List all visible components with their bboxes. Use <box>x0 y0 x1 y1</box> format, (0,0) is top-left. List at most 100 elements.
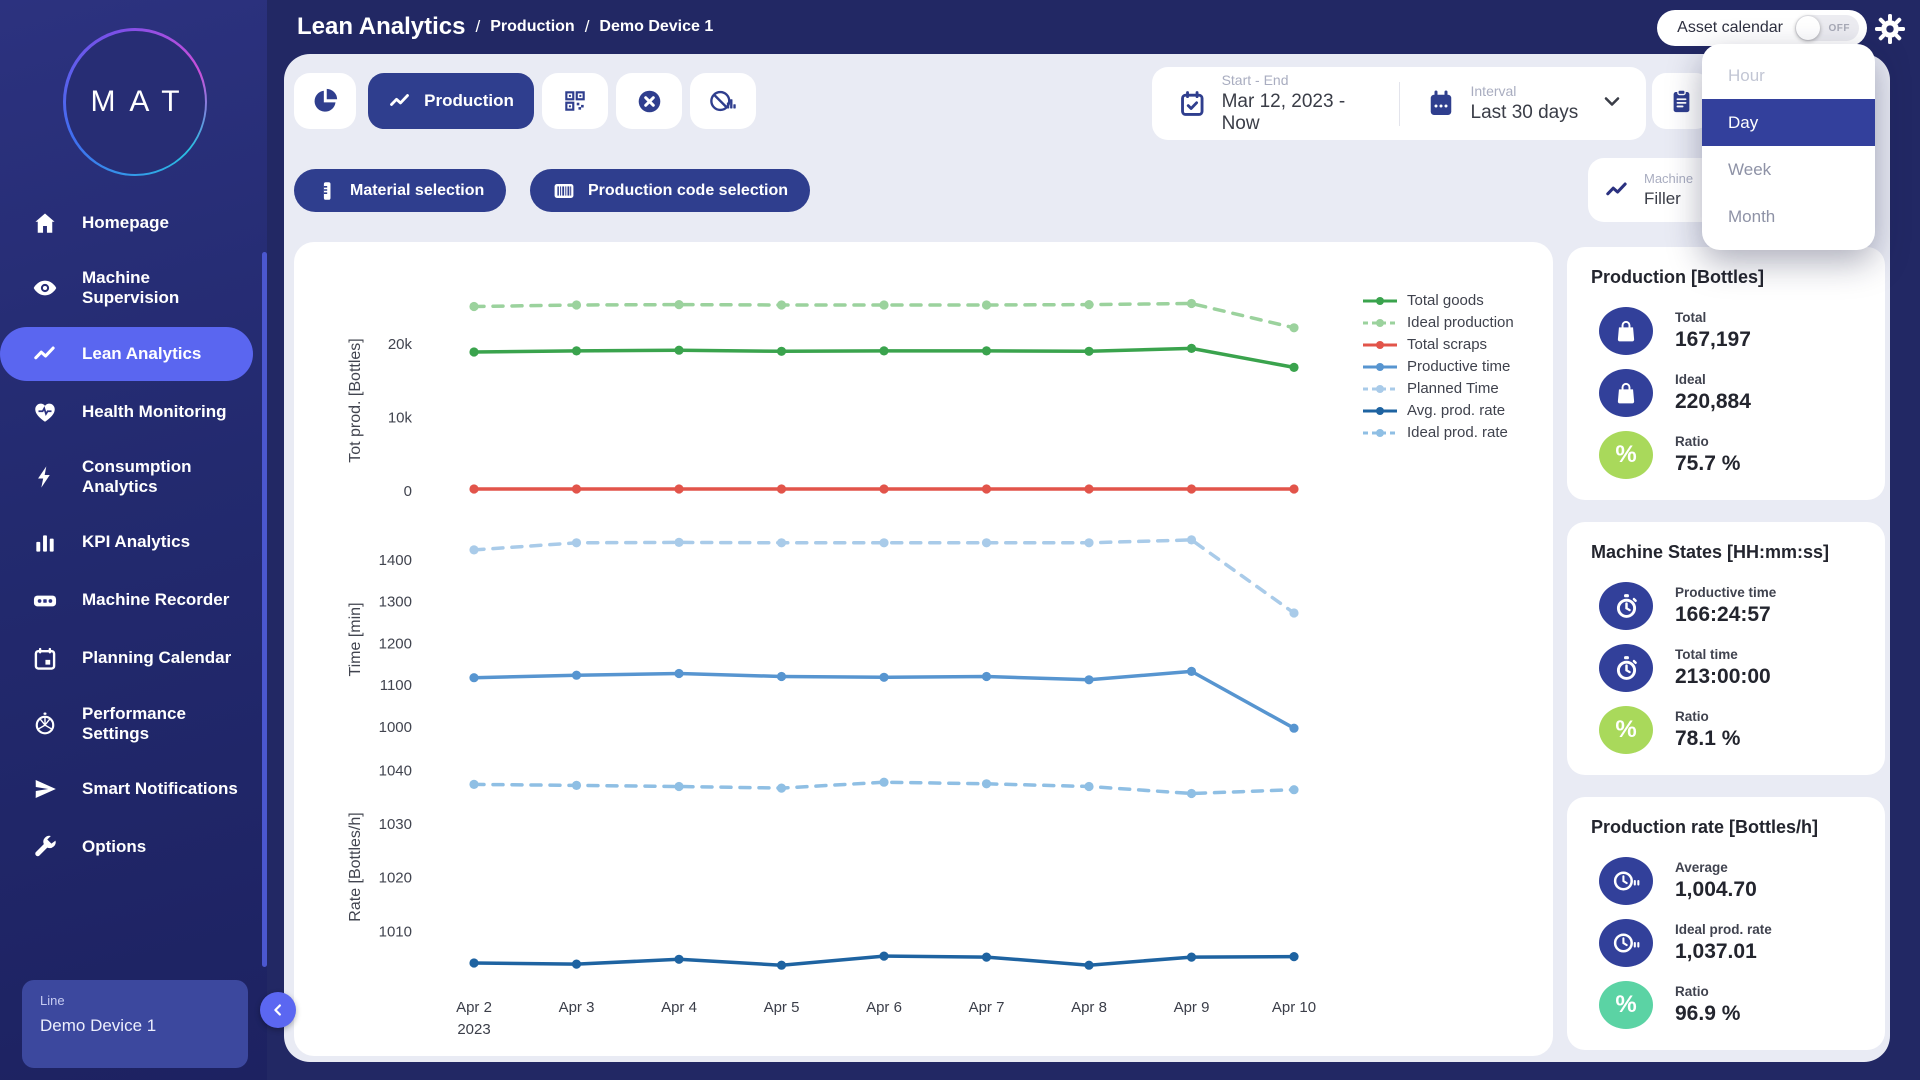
machine-chip-label: Machine <box>1644 171 1694 186</box>
report-button[interactable] <box>1652 73 1710 129</box>
legend-item[interactable]: Ideal prod. rate <box>1362 424 1514 441</box>
chart-disabled-button[interactable] <box>690 73 756 129</box>
stopwatch-icon <box>1616 593 1637 618</box>
x-circle-icon <box>638 90 660 112</box>
legend-item[interactable]: Productive time <box>1362 358 1514 375</box>
sidebar-item-label: Machine Recorder <box>82 590 230 610</box>
stat-row: Productive time 166:24:57 <box>1599 575 1861 637</box>
production-tab-button[interactable]: Production <box>368 73 534 129</box>
app-logo: MAT <box>63 28 207 176</box>
breadcrumb-item-production[interactable]: Production <box>490 18 575 35</box>
date-range-field[interactable]: Start - End Mar 12, 2023 - Now <box>1152 72 1399 135</box>
settings-button[interactable] <box>1873 12 1907 46</box>
sidebar-collapse-button[interactable] <box>260 992 296 1028</box>
svg-text:Apr 10: Apr 10 <box>1272 999 1316 1016</box>
stat-card: Machine States [HH:mm:ss] Productive time… <box>1567 522 1885 775</box>
breadcrumb: Lean Analytics / Production / Demo Devic… <box>297 0 713 54</box>
sidebar-item-planning-calendar[interactable]: Planning Calendar <box>0 632 253 686</box>
pie-chart-icon <box>314 88 338 112</box>
line-chart-icon <box>1606 182 1627 196</box>
legend-item[interactable]: Avg. prod. rate <box>1362 402 1514 419</box>
production-tab-label: Production <box>424 91 514 110</box>
legend-swatch <box>1363 362 1397 371</box>
clock-pause-icon <box>1613 933 1640 953</box>
device-card[interactable]: Line Demo Device 1 <box>22 980 248 1068</box>
legend-label: Avg. prod. rate <box>1407 402 1506 419</box>
legend-item[interactable]: Planned Time <box>1362 380 1514 397</box>
sidebar-item-smart-notifications[interactable]: Smart Notifications <box>0 762 253 816</box>
date-range-control[interactable]: Start - End Mar 12, 2023 - Now Interval … <box>1152 67 1646 140</box>
percent-icon: % <box>1615 441 1637 468</box>
home-icon <box>35 213 55 233</box>
stat-card-title: Production [Bottles] <box>1591 267 1764 287</box>
sidebar-item-machine-supervision[interactable]: Machine Supervision <box>0 254 253 323</box>
legend-item[interactable]: Ideal production <box>1362 314 1514 331</box>
stat-value: 166:24:57 <box>1675 603 1771 626</box>
sidebar-item-options[interactable]: Options <box>0 820 253 874</box>
wrench-icon <box>35 836 56 857</box>
chevron-down-icon <box>1604 97 1620 106</box>
sidebar-item-label: Health Monitoring <box>82 401 227 421</box>
main-content: Production <box>284 54 1890 1062</box>
stat-row: % Ratio 75.7 % <box>1599 424 1861 486</box>
bag-icon <box>1617 320 1635 342</box>
sidebar-scrollbar[interactable] <box>262 252 267 967</box>
clock-pause-icon <box>1613 871 1640 891</box>
calendar-icon <box>34 647 56 670</box>
stat-row: Total time 213:00:00 <box>1599 637 1861 699</box>
interval-field[interactable]: Interval Last 30 days <box>1400 83 1647 124</box>
breadcrumb-separator: / <box>584 17 590 36</box>
production-code-selection-button[interactable]: Production code selection <box>530 169 811 212</box>
legend-item[interactable]: Total scraps <box>1362 336 1514 353</box>
stat-card-title: Machine States [HH:mm:ss] <box>1591 542 1830 562</box>
stat-value: 75.7 % <box>1675 452 1741 475</box>
svg-text:1040: 1040 <box>379 762 412 779</box>
stat-label: Total <box>1675 310 1707 325</box>
stat-value: 1,004.70 <box>1675 878 1757 901</box>
legend-label: Ideal prod. rate <box>1407 424 1508 441</box>
percent-icon: % <box>1615 991 1637 1018</box>
svg-text:Apr 2: Apr 2 <box>456 999 492 1016</box>
performance-gauge-icon <box>35 712 55 735</box>
production-chart[interactable]: 20k 10k 0 Tot prod. [Bottles] 1400 1300 1200 11… <box>294 242 1553 1056</box>
svg-text:1010: 1010 <box>379 923 412 940</box>
legend-label: Ideal production <box>1407 314 1514 331</box>
interval-option-hour[interactable]: Hour <box>1728 65 1765 85</box>
production-chart-card: 20k 10k 0 Tot prod. [Bottles] 1400 1300 1200 11… <box>294 242 1553 1056</box>
stat-label: Ratio <box>1675 709 1709 724</box>
interval-option-month[interactable]: Month <box>1728 206 1776 226</box>
legend-swatch <box>1363 384 1397 393</box>
asset-calendar-switch[interactable]: OFF <box>1795 15 1859 41</box>
sidebar-item-homepage[interactable]: Homepage <box>0 196 253 250</box>
stats-column: Production [Bottles] Total 167,197 Ideal 220… <box>1567 247 1885 1050</box>
date-range-label: Start - End <box>1221 72 1289 88</box>
svg-text:Apr 6: Apr 6 <box>866 999 902 1016</box>
stat-label: Ideal <box>1675 372 1706 387</box>
sidebar-item-machine-recorder[interactable]: Machine Recorder <box>0 574 253 628</box>
sidebar-item-performance-settings[interactable]: Performance Settings <box>0 690 253 759</box>
interval-dropdown-toggle[interactable] <box>1600 89 1628 118</box>
sidebar-item-lean-analytics[interactable]: Lean Analytics <box>0 326 253 381</box>
svg-text:Apr 5: Apr 5 <box>764 999 800 1016</box>
material-selection-button[interactable]: Material selection <box>294 169 507 212</box>
breadcrumb-item-device[interactable]: Demo Device 1 <box>599 18 714 35</box>
svg-text:1020: 1020 <box>379 870 412 887</box>
divider <box>1398 81 1400 126</box>
device-card-value: Demo Device 1 <box>40 1016 157 1035</box>
qr-code-button[interactable] <box>542 73 608 129</box>
asset-calendar-toggle[interactable]: Asset calendar OFF <box>1657 10 1867 46</box>
pie-view-button[interactable] <box>294 73 356 129</box>
interval-option-week[interactable]: Week <box>1728 159 1772 179</box>
production-code-selection-label: Production code selection <box>588 181 789 199</box>
stat-value: 220,884 <box>1675 390 1751 413</box>
legend-item[interactable]: Total goods <box>1362 292 1514 309</box>
svg-text:1100: 1100 <box>380 677 412 694</box>
sidebar-item-health-monitoring[interactable]: Health Monitoring <box>0 385 253 439</box>
interval-option-day[interactable]: Day <box>1702 99 1875 146</box>
chart-slash-icon <box>710 90 736 112</box>
svg-text:1200: 1200 <box>379 635 412 652</box>
clear-selection-button[interactable] <box>616 73 682 129</box>
sidebar-item-label: KPI Analytics <box>82 532 191 552</box>
sidebar-item-kpi-analytics[interactable]: KPI Analytics <box>0 516 253 570</box>
sidebar-item-consumption-analytics[interactable]: Consumption Analytics <box>0 443 253 512</box>
